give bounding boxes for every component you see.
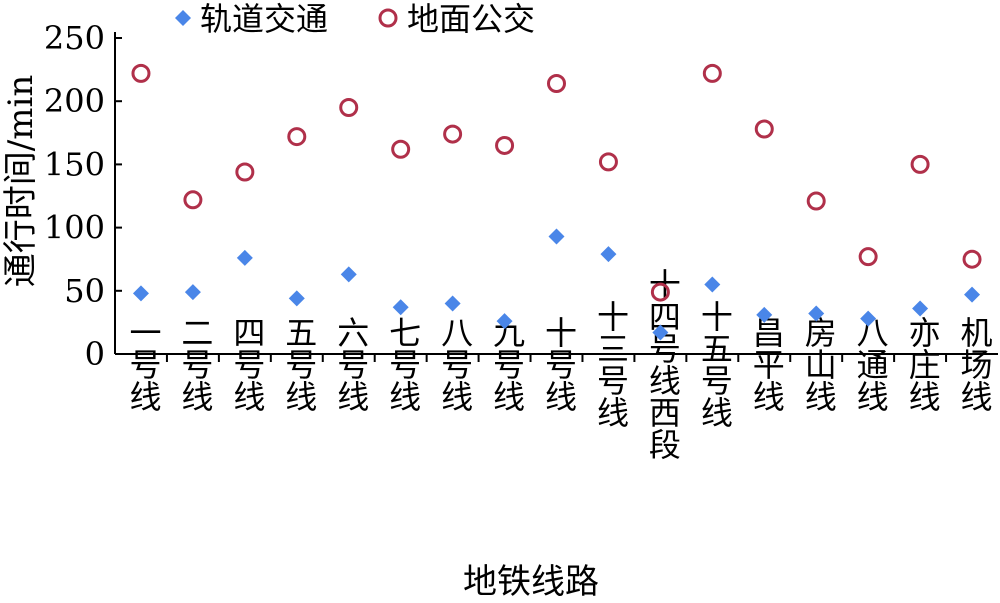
legend: 轨道交通 地面公交 — [175, 0, 535, 38]
x-category-label: 机场线 — [956, 316, 994, 412]
bus-point — [235, 162, 255, 182]
rail-point — [704, 276, 721, 293]
x-category-label: 十号线 — [540, 316, 578, 412]
x-category-label: 八通线 — [852, 316, 890, 412]
bus-point — [858, 247, 878, 267]
rail-point — [288, 290, 305, 307]
x-category-label: 六号线 — [332, 316, 370, 412]
x-category-label: 二号线 — [176, 316, 214, 412]
x-category-label: 昌平线 — [748, 316, 786, 412]
legend-marker-bus — [378, 8, 398, 28]
rail-point — [600, 246, 617, 263]
bus-point — [287, 127, 307, 147]
x-category-label: 四号线 — [228, 316, 266, 412]
x-axis-title: 地铁线路 — [463, 562, 599, 602]
y-tick-label: 250 — [44, 19, 105, 57]
x-category-label: 九号线 — [488, 316, 526, 412]
bus-point — [910, 154, 930, 174]
y-axis-ticks: 0 50 100 150 200 250 — [44, 19, 122, 373]
rail-point — [808, 305, 825, 322]
y-tick-label: 50 — [64, 272, 105, 310]
rail-point — [860, 310, 877, 327]
x-category-label: 房山线 — [800, 316, 838, 412]
rail-point — [548, 228, 565, 245]
rail-point — [236, 249, 253, 266]
rail-point — [184, 284, 201, 301]
x-category-label: 十三号线 — [592, 300, 630, 428]
bus-point — [754, 119, 774, 139]
axes — [114, 32, 998, 355]
rail-point — [392, 299, 409, 316]
bus-point — [339, 98, 359, 118]
bus-point — [962, 249, 982, 269]
rail-point — [132, 285, 149, 302]
x-category-label: 十四号线西段 — [644, 268, 682, 460]
x-category-label: 八号线 — [436, 316, 474, 412]
rail-point — [444, 295, 461, 312]
x-category-label: 亦庄线 — [904, 316, 942, 412]
bus-point — [547, 74, 566, 94]
bus-point — [806, 191, 826, 211]
rail-point — [340, 266, 357, 283]
y-tick-label: 150 — [44, 145, 105, 183]
y-axis-title: 通行时间/min — [1, 75, 41, 287]
bus-point — [702, 63, 722, 83]
rail-point — [912, 300, 929, 317]
bus-point — [598, 152, 618, 172]
legend-label-rail: 轨道交通 — [200, 0, 328, 38]
y-tick-label: 100 — [44, 209, 105, 247]
x-category-label: 七号线 — [384, 316, 422, 412]
y-tick-label: 200 — [44, 82, 105, 120]
data-points — [131, 63, 982, 341]
rail-point — [756, 306, 773, 323]
rail-point — [652, 324, 669, 341]
legend-label-bus: 地面公交 — [407, 0, 535, 38]
x-category-label: 十五号线 — [696, 300, 734, 428]
y-tick-label: 0 — [85, 335, 105, 373]
bus-point — [391, 139, 411, 159]
x-category-label: 五号线 — [280, 316, 318, 412]
rail-point — [964, 286, 981, 303]
x-category-label: 一号线 — [124, 316, 162, 412]
x-axis-category-labels: 一号线 二号线 四号线 五号线 六号线 七号线 八号线 九号线 十号线 十三号线 十四号线西段 十五号… — [124, 268, 993, 460]
rail-point — [496, 313, 513, 330]
legend-marker-rail — [175, 10, 191, 26]
bus-point — [495, 135, 515, 155]
bus-point — [650, 282, 670, 302]
bus-point — [131, 63, 151, 83]
bus-point — [183, 190, 203, 210]
bus-point — [443, 124, 463, 144]
